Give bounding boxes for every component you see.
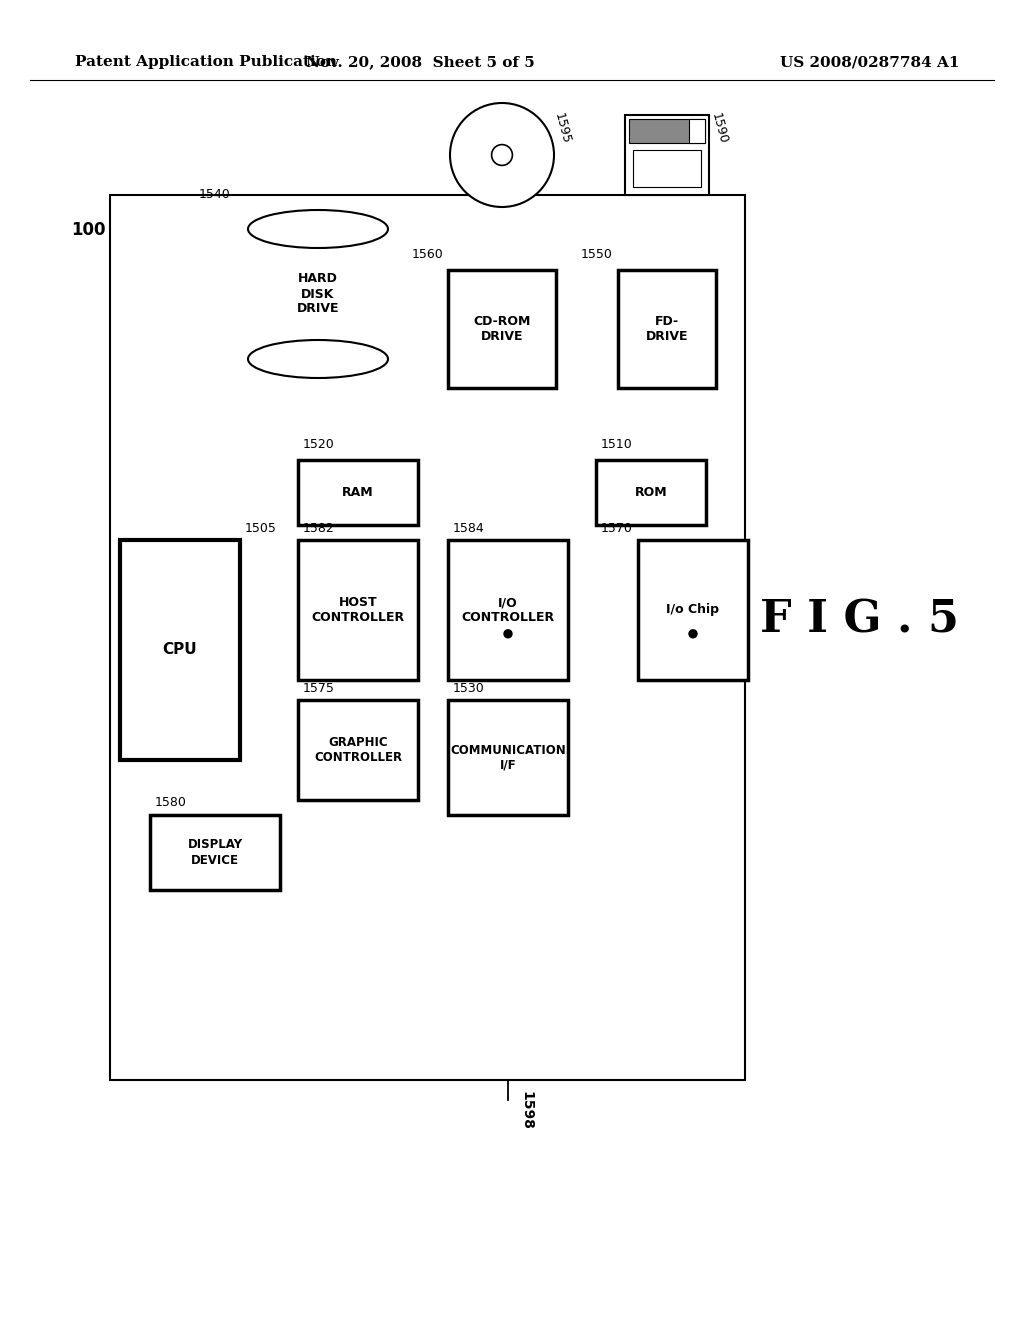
Bar <box>298 459 418 525</box>
Text: I/o Chip: I/o Chip <box>667 603 720 616</box>
Text: 1570: 1570 <box>601 521 633 535</box>
Bar <box>449 271 556 388</box>
Text: 1598: 1598 <box>519 1090 534 1130</box>
Bar <box>248 228 388 359</box>
Circle shape <box>504 630 512 638</box>
Ellipse shape <box>450 103 554 207</box>
Text: 1550: 1550 <box>582 248 613 261</box>
Ellipse shape <box>492 145 512 165</box>
Text: DISPLAY
DEVICE: DISPLAY DEVICE <box>187 838 243 866</box>
Bar <box>110 195 745 1080</box>
Bar <box>449 540 568 680</box>
Text: GRAPHIC
CONTROLLER: GRAPHIC CONTROLLER <box>314 737 402 764</box>
Text: F I G . 5: F I G . 5 <box>761 598 959 642</box>
Text: 1520: 1520 <box>303 438 335 451</box>
Text: 100: 100 <box>71 220 105 239</box>
Text: ROM: ROM <box>635 486 668 499</box>
Text: RAM: RAM <box>342 486 374 499</box>
Bar <box>633 150 701 187</box>
Bar <box>629 119 705 143</box>
Bar <box>596 459 706 525</box>
Text: 1595: 1595 <box>552 111 572 145</box>
Text: Patent Application Publication: Patent Application Publication <box>75 55 337 69</box>
Bar <box>625 115 709 195</box>
Text: HARD
DISK
DRIVE: HARD DISK DRIVE <box>297 272 339 315</box>
Text: 1505: 1505 <box>245 521 276 535</box>
Text: FD-
DRIVE: FD- DRIVE <box>646 315 688 343</box>
Text: 1575: 1575 <box>303 681 335 694</box>
Ellipse shape <box>248 341 388 378</box>
Text: COMMUNICATION
I/F: COMMUNICATION I/F <box>451 743 566 771</box>
Text: HOST
CONTROLLER: HOST CONTROLLER <box>311 597 404 624</box>
Circle shape <box>689 630 697 638</box>
Ellipse shape <box>248 210 388 248</box>
Bar <box>120 540 240 760</box>
Text: I/O
CONTROLLER: I/O CONTROLLER <box>462 597 555 624</box>
Text: 1510: 1510 <box>601 438 633 451</box>
Text: 1540: 1540 <box>199 189 230 202</box>
Bar <box>298 540 418 680</box>
Bar <box>298 700 418 800</box>
Text: CD-ROM
DRIVE: CD-ROM DRIVE <box>473 315 530 343</box>
Text: 1582: 1582 <box>303 521 335 535</box>
Text: CPU: CPU <box>163 643 198 657</box>
Text: 1590: 1590 <box>709 111 729 145</box>
Bar <box>689 119 705 143</box>
Text: 1530: 1530 <box>453 681 484 694</box>
Text: Nov. 20, 2008  Sheet 5 of 5: Nov. 20, 2008 Sheet 5 of 5 <box>305 55 535 69</box>
Text: 1580: 1580 <box>155 796 186 809</box>
Text: 1584: 1584 <box>453 521 484 535</box>
Bar <box>618 271 716 388</box>
Text: US 2008/0287784 A1: US 2008/0287784 A1 <box>780 55 959 69</box>
Bar <box>449 700 568 814</box>
Bar <box>150 814 280 890</box>
Text: 1560: 1560 <box>412 248 443 261</box>
Bar <box>638 540 748 680</box>
